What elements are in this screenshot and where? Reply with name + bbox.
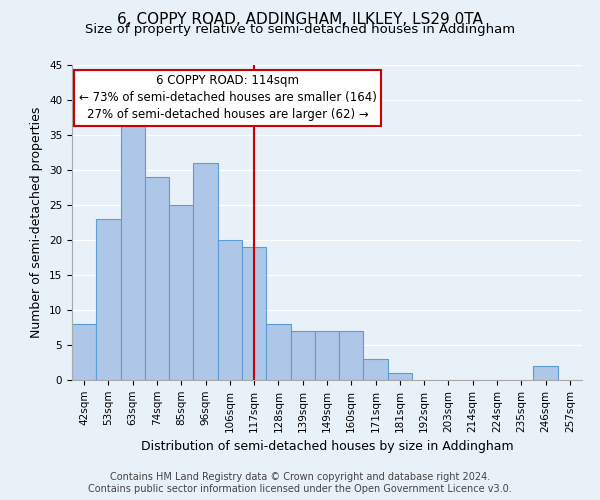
Bar	[388, 373, 412, 380]
Y-axis label: Number of semi-detached properties: Number of semi-detached properties	[31, 107, 43, 338]
Bar	[169, 205, 193, 380]
Bar	[266, 324, 290, 380]
Bar	[533, 366, 558, 380]
Bar	[339, 331, 364, 380]
Text: 6 COPPY ROAD: 114sqm
← 73% of semi-detached houses are smaller (164)
27% of semi: 6 COPPY ROAD: 114sqm ← 73% of semi-detac…	[79, 74, 376, 122]
Bar	[145, 177, 169, 380]
X-axis label: Distribution of semi-detached houses by size in Addingham: Distribution of semi-detached houses by …	[140, 440, 514, 453]
Bar	[290, 331, 315, 380]
Bar	[121, 121, 145, 380]
Bar	[315, 331, 339, 380]
Text: 6, COPPY ROAD, ADDINGHAM, ILKLEY, LS29 0TA: 6, COPPY ROAD, ADDINGHAM, ILKLEY, LS29 0…	[117, 12, 483, 28]
Bar	[193, 163, 218, 380]
Bar	[242, 247, 266, 380]
Text: Contains HM Land Registry data © Crown copyright and database right 2024.
Contai: Contains HM Land Registry data © Crown c…	[88, 472, 512, 494]
Bar	[96, 219, 121, 380]
Bar	[72, 324, 96, 380]
Bar	[364, 359, 388, 380]
Bar	[218, 240, 242, 380]
Text: Size of property relative to semi-detached houses in Addingham: Size of property relative to semi-detach…	[85, 22, 515, 36]
